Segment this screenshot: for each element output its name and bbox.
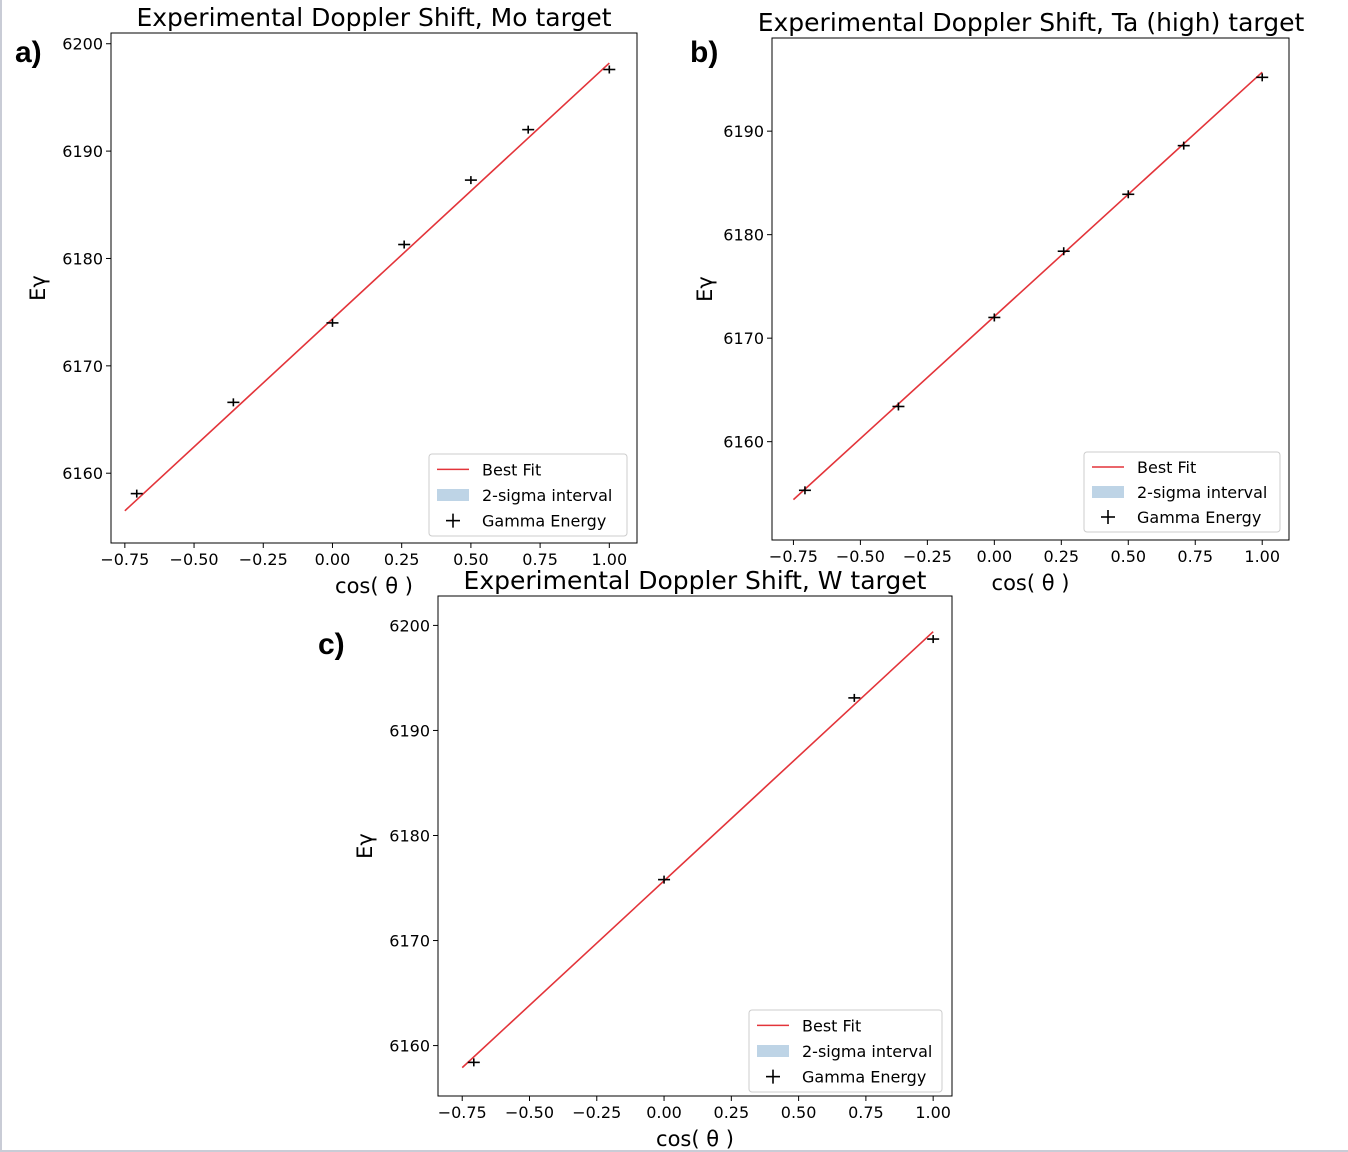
legend-label: 2-sigma interval [482,486,612,505]
legend: Best Fit 2-sigma interval Gamma Energy [748,1009,943,1093]
legend-label: Best Fit [1137,458,1196,477]
legend-box [1083,451,1281,533]
legend-label: 2-sigma interval [802,1042,932,1061]
legend-swatch-band [757,1045,789,1057]
chart-panel-c: c) Experimental Doppler Shift, W target −0… [318,566,953,1151]
y-tick-label: 6160 [389,1037,430,1056]
x-tick-label: 1.00 [1244,547,1280,566]
legend-label: Gamma Energy [482,512,606,531]
legend: Best Fit 2-sigma interval Gamma Energy [1083,451,1281,533]
data-point [1057,247,1070,256]
x-tick-label: −0.50 [505,1103,554,1122]
y-axis-label: Eγ [693,276,717,302]
plot-frame [110,32,638,544]
x-tick-label: 0.25 [384,550,420,569]
x-tick-label: 0.75 [522,550,558,569]
data-point [227,398,240,407]
x-tick-label: 0.25 [714,1103,750,1122]
window-left-border [0,0,2,1152]
data-point [892,402,905,411]
data-point [658,875,671,884]
y-tick-label: 6170 [723,329,764,348]
best-fit-line [124,62,610,512]
legend-label: Gamma Energy [802,1068,926,1087]
y-tick-label: 6180 [723,226,764,245]
x-tick-label: 0.00 [646,1103,682,1122]
x-tick-label: −0.25 [572,1103,621,1122]
x-tick-label: 0.50 [453,550,489,569]
legend-swatch-band [1092,486,1124,498]
y-axis-label: Eγ [26,275,50,301]
y-tick-label: 6160 [62,464,103,483]
legend-label: Best Fit [482,460,541,479]
y-tick-label: 6200 [62,35,103,54]
data-point [1256,73,1269,82]
x-tick-label: −0.50 [836,547,885,566]
x-tick-label: 0.75 [1177,547,1213,566]
x-axis-label: cos( θ ) [335,574,413,598]
x-tick-label: −0.50 [170,550,219,569]
data-point [927,635,940,644]
x-axis-label: cos( θ ) [992,571,1070,595]
data-point [798,486,811,495]
x-tick-label: 0.00 [977,547,1013,566]
data-point [1122,190,1135,199]
y-tick-label: 6160 [723,433,764,452]
x-tick-label: −0.75 [100,550,149,569]
plot-frame [771,37,1290,541]
data-point [467,1058,480,1067]
legend-label: Best Fit [802,1016,861,1035]
x-tick-label: 0.25 [1043,547,1079,566]
data-point [522,125,535,134]
x-tick-label: 1.00 [915,1103,951,1122]
data-point [398,240,411,249]
legend-label: 2-sigma interval [1137,483,1267,502]
y-tick-label: 6180 [62,249,103,268]
x-tick-label: −0.75 [438,1103,487,1122]
data-point [326,318,339,327]
data-point [130,489,143,498]
y-tick-label: 6190 [389,721,430,740]
best-fit-line [461,631,934,1069]
y-tick-label: 6190 [723,122,764,141]
panel-letter: a) [15,36,42,69]
y-tick-label: 6190 [62,142,103,161]
window-bottom-border [0,1150,1348,1152]
x-tick-label: −0.75 [769,547,818,566]
chart-panel-b: b) Experimental Doppler Shift, Ta (high) … [690,8,1305,595]
y-tick-label: 6170 [389,932,430,951]
x-tick-label: −0.25 [903,547,952,566]
legend-box [428,453,628,537]
plot-frame [437,595,953,1097]
legend: Best Fit 2-sigma interval Gamma Energy [428,453,628,537]
x-tick-label: 0.75 [848,1103,884,1122]
chart-panel-a: a) Experimental Doppler Shift, Mo target −… [15,3,638,598]
chart-title: Experimental Doppler Shift, W target [464,566,927,595]
y-tick-label: 6180 [389,826,430,845]
data-point [464,176,477,185]
panel-letter: b) [690,36,718,69]
x-tick-label: 0.50 [781,1103,817,1122]
chart-title: Experimental Doppler Shift, Mo target [136,3,611,32]
y-tick-label: 6170 [62,357,103,376]
legend-label: Gamma Energy [1137,508,1261,527]
x-axis-label: cos( θ ) [656,1127,734,1151]
data-point [1177,141,1190,150]
data-point [988,313,1001,322]
data-point [848,693,861,702]
x-tick-label: 0.00 [315,550,351,569]
x-tick-label: 0.50 [1110,547,1146,566]
legend-swatch-band [437,489,469,501]
chart-title: Experimental Doppler Shift, Ta (high) ta… [758,8,1305,37]
data-point [603,65,616,74]
legend-box [748,1009,943,1093]
y-axis-label: Eγ [353,833,377,859]
x-tick-label: 1.00 [592,550,628,569]
x-tick-label: −0.25 [239,550,288,569]
y-tick-label: 6200 [389,616,430,635]
best-fit-line [792,71,1263,501]
panel-letter: c) [318,628,345,661]
